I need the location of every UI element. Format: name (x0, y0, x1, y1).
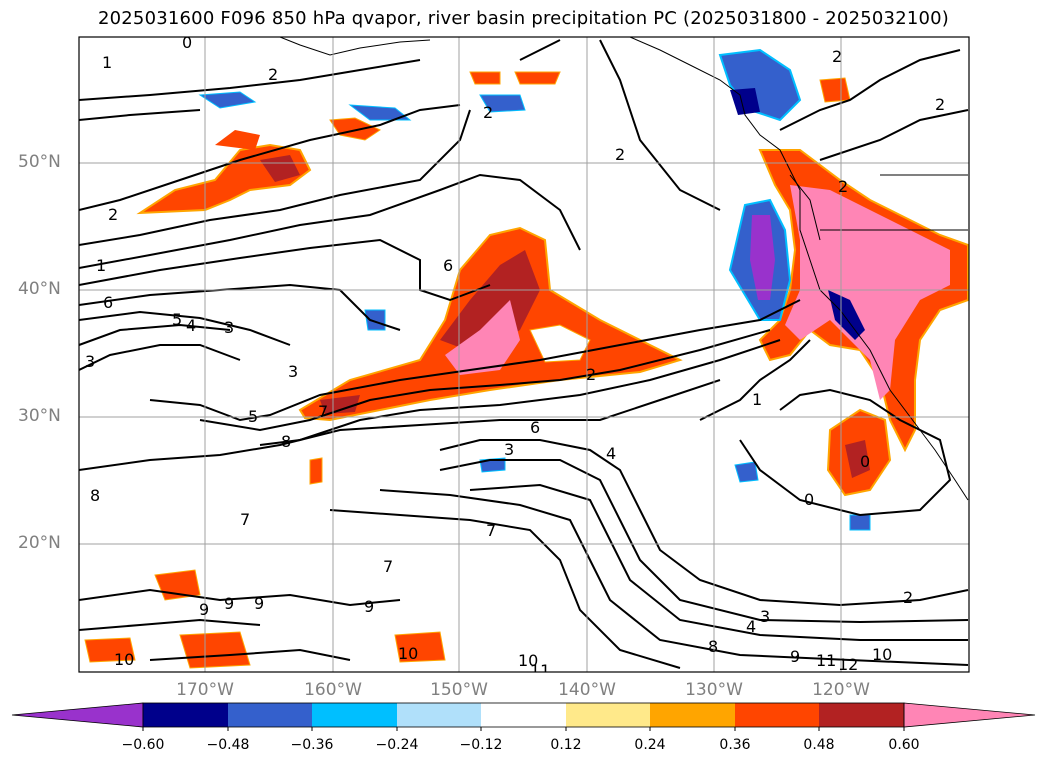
lon-label-120w: 120°W (812, 680, 870, 700)
contour-label: 7 (383, 557, 393, 576)
contour-label: 11 (530, 661, 550, 680)
colorbar-segment (312, 703, 397, 727)
map-frame (78, 36, 970, 673)
colorbar-tick-label: 0.48 (803, 737, 835, 753)
contour-label: 0 (182, 33, 192, 52)
contour-label: 3 (224, 318, 234, 337)
contour-label: 2 (483, 103, 493, 122)
contour-label: 10 (114, 650, 134, 669)
contour-label: 3 (85, 352, 95, 371)
contour-label: 2 (615, 145, 625, 164)
colorbar-extend-high (903, 702, 1036, 728)
contour-label: 0 (804, 490, 814, 509)
colorbar-outline (142, 702, 905, 728)
contour-label: 6 (103, 293, 113, 312)
colorbar-tick-label: 0.36 (719, 737, 751, 753)
colorbar-tick-label: −0.12 (459, 737, 503, 753)
contour-label: 4 (186, 316, 196, 335)
colorbar-tick-label: 0.60 (888, 737, 920, 753)
colorbar-segment (650, 703, 735, 727)
colorbar-tick-label: −0.60 (121, 737, 165, 753)
qvapor-contours (79, 39, 969, 669)
contour-label: 3 (288, 362, 298, 381)
lat-label-40n: 40°N (18, 279, 61, 299)
colorbar-tick-label: 0.12 (550, 737, 582, 753)
colorbar-tick-label: −0.36 (290, 737, 334, 753)
lon-label-150w: 150°W (430, 680, 488, 700)
contour-label: 2 (108, 205, 118, 224)
contour-label: 4 (746, 617, 756, 636)
contour-label: 1 (102, 53, 112, 72)
contour-label: 7 (318, 402, 328, 421)
colorbar-segment (228, 703, 312, 727)
gridlines (79, 37, 969, 672)
contour-label: 9 (224, 594, 234, 613)
lon-label-170w: 170°W (176, 680, 234, 700)
contour-label: 2 (838, 177, 848, 196)
colorbar-segment (143, 703, 228, 727)
contour-label: 5 (172, 310, 182, 329)
contour-label: 9 (790, 647, 800, 666)
contour-label: 2 (903, 588, 913, 607)
contour-label: 6 (530, 418, 540, 437)
contour-label: 6 (443, 256, 453, 275)
lon-label-130w: 130°W (685, 680, 743, 700)
map-title: 2025031600 F096 850 hPa qvapor, river ba… (97, 8, 950, 29)
contour-label: 9 (254, 594, 264, 613)
precip-shading (84, 48, 969, 669)
contour-label: 8 (708, 637, 718, 656)
contour-label: 2 (832, 47, 842, 66)
contour-label: 8 (281, 432, 291, 451)
contour-label: 7 (486, 521, 496, 540)
contour-label: 8 (90, 486, 100, 505)
contour-label: 10 (398, 644, 418, 663)
contour-label: 4 (606, 444, 616, 463)
colorbar-segment (397, 703, 481, 727)
colorbar-segment (481, 703, 566, 727)
contour-label: 9 (364, 597, 374, 616)
contour-label: 5 (248, 407, 258, 426)
contour-label: 12 (838, 655, 858, 674)
contour-label: 0 (860, 452, 870, 471)
contour-label: 2 (935, 95, 945, 114)
colorbar-extend-low (11, 702, 144, 728)
colorbar-segment (735, 703, 819, 727)
lat-label-50n: 50°N (18, 152, 61, 172)
lon-label-140w: 140°W (558, 680, 616, 700)
contour-label: 3 (760, 607, 770, 626)
contour-label: 2 (586, 365, 596, 384)
colorbar-segment (819, 703, 904, 727)
colorbar-segment (566, 703, 650, 727)
contour-label: 10 (872, 645, 892, 664)
lat-label-30n: 30°N (18, 406, 61, 426)
lat-label-20n: 20°N (18, 533, 61, 553)
contour-label: 7 (240, 510, 250, 529)
contour-label: 2 (268, 65, 278, 84)
contour-label: 10 (518, 651, 538, 670)
colorbar-tick-label: −0.24 (375, 737, 419, 753)
colorbar-tick-label: 0.24 (634, 737, 666, 753)
contour-label: 3 (504, 440, 514, 459)
contour-label: 9 (199, 600, 209, 619)
contour-label: 11 (816, 651, 836, 670)
contour-labels: 0 1 2 2 2 2 2 2 1 6 5 4 3 3 6 5 7 8 3 6 … (85, 33, 945, 680)
contour-label: 1 (96, 256, 106, 275)
contour-label: 1 (752, 390, 762, 409)
colorbar-tick-label: −0.48 (206, 737, 250, 753)
lon-label-160w: 160°W (304, 680, 362, 700)
